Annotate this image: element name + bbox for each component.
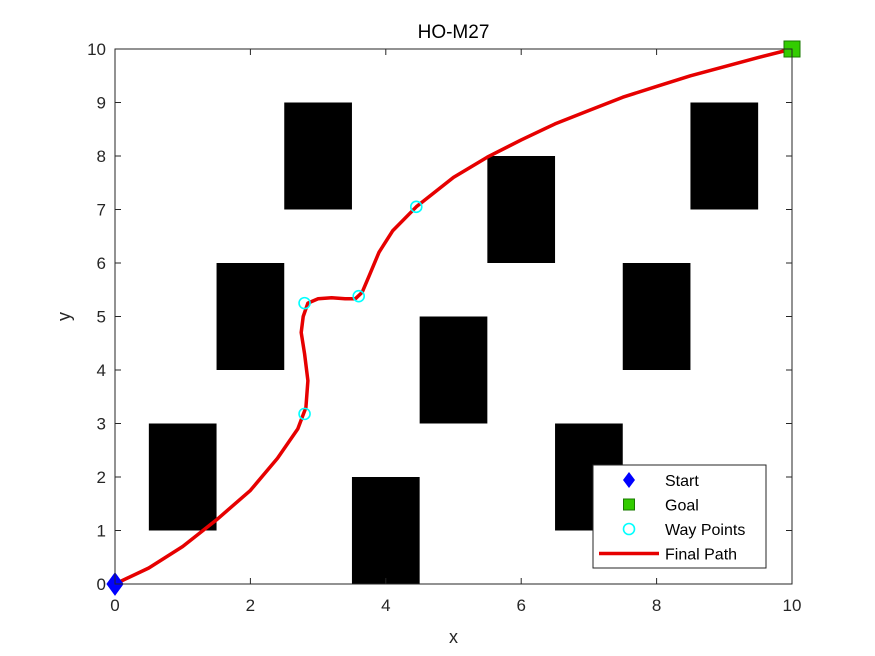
- x-axis-label: x: [449, 627, 458, 647]
- y-tick-label: 7: [97, 201, 106, 220]
- legend-label: Final Path: [665, 547, 737, 564]
- legend-circle-icon: [622, 522, 636, 536]
- legend-box: [592, 464, 767, 569]
- x-tick-label: 2: [246, 596, 255, 615]
- y-tick-label: 6: [97, 254, 106, 273]
- path-layer: [113, 47, 794, 586]
- way-points-marker: [298, 407, 311, 421]
- y-tick-label: 3: [97, 415, 106, 434]
- x-tick-label: 6: [516, 596, 525, 615]
- obstacle-8: [622, 263, 691, 370]
- way-points-marker: [298, 296, 311, 310]
- y-tick-label: 2: [97, 468, 106, 487]
- y-tick-label: 0: [97, 575, 106, 594]
- x-axis-ticks: 0 2 4 6 8 10: [110, 49, 801, 615]
- obstacle-6: [487, 156, 556, 263]
- legend-square-icon: [623, 498, 635, 511]
- legend-diamond-icon: [623, 472, 635, 488]
- final-path-line: [113, 47, 794, 586]
- obstacle-9: [690, 102, 759, 210]
- legend-label: Way Points: [665, 522, 745, 539]
- x-tick-label: 10: [783, 596, 802, 615]
- x-tick-label: 8: [652, 596, 661, 615]
- obstacle-2: [216, 263, 285, 370]
- legend-label: Goal: [665, 498, 699, 515]
- obstacle-5: [419, 316, 488, 424]
- plot-area: [106, 40, 801, 596]
- obstacle-3: [284, 102, 352, 210]
- y-tick-label: 5: [97, 308, 106, 327]
- legend-label: Start: [665, 473, 699, 490]
- y-tick-label: 1: [97, 522, 106, 541]
- y-axis-ticks: 0 1 2 3 4 5 6 7 8 9 10: [87, 40, 792, 594]
- obstacle-4: [351, 477, 420, 584]
- x-tick-label: 4: [381, 596, 390, 615]
- obstacle-1: [148, 423, 217, 531]
- y-tick-label: 10: [87, 40, 106, 59]
- y-tick-label: 9: [97, 94, 106, 113]
- obstacles: [148, 102, 759, 584]
- way-points-marker: [409, 200, 423, 214]
- y-tick-label: 4: [97, 361, 106, 380]
- chart-title: HO-M27: [418, 22, 490, 43]
- x-tick-label: 0: [110, 596, 119, 615]
- legend: Start Goal Way Points Final Path: [592, 464, 767, 569]
- y-tick-label: 8: [97, 147, 106, 166]
- y-axis-label: y: [54, 312, 74, 321]
- way-points-marker: [352, 289, 366, 303]
